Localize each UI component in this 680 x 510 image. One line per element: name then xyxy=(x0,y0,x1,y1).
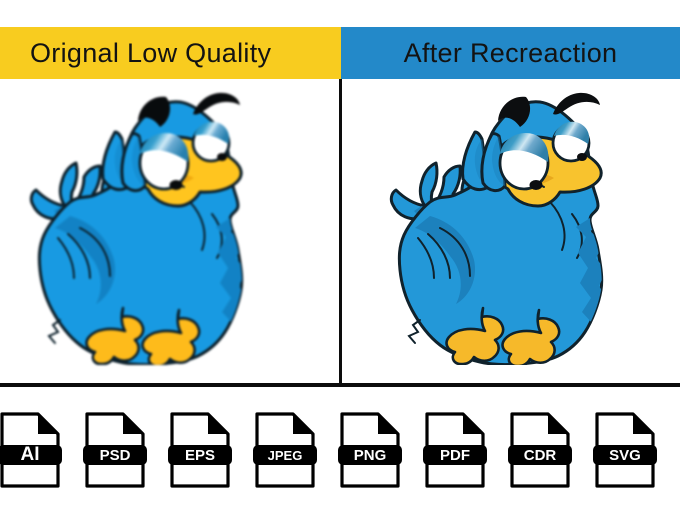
svg-text:CDR: CDR xyxy=(524,447,557,464)
svg-text:JPEG: JPEG xyxy=(268,448,303,463)
svg-text:PSD: PSD xyxy=(100,447,131,464)
svg-text:SVG: SVG xyxy=(609,447,641,464)
svg-text:PDF: PDF xyxy=(440,447,470,464)
svg-text:EPS: EPS xyxy=(185,447,215,464)
svg-text:AI: AI xyxy=(21,444,40,465)
svg-text:PNG: PNG xyxy=(354,447,387,464)
